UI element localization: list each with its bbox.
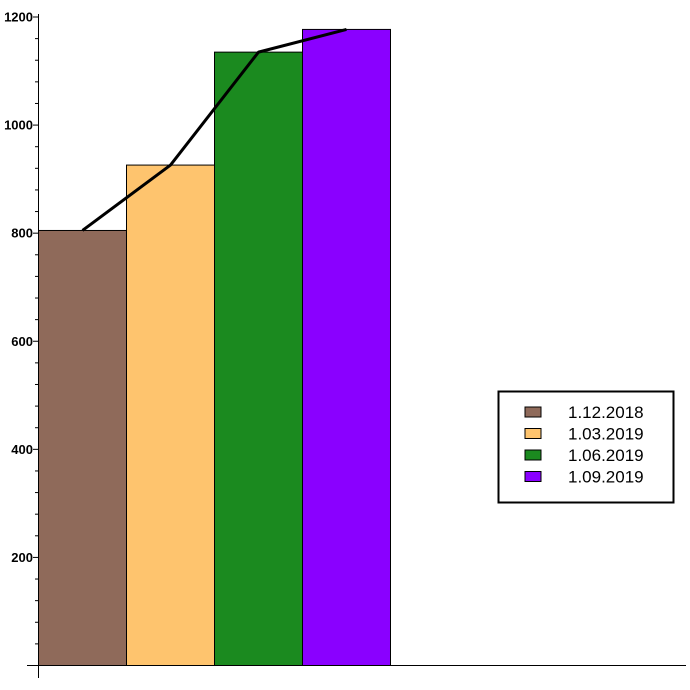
legend-swatch-1 <box>524 406 542 418</box>
legend-label-2: 1.03.2019 <box>568 425 644 444</box>
y-tick-label: 1000 <box>4 118 33 133</box>
y-tick-label: 400 <box>11 442 33 457</box>
legend-swatch-4 <box>524 471 542 482</box>
y-ticks: 200 400 600 800 1000 1200 <box>4 10 39 645</box>
y-tick-label: 800 <box>11 226 33 241</box>
bar-1 <box>38 229 127 667</box>
y-tick-label: 1200 <box>4 10 33 25</box>
legend-swatch-3 <box>524 449 542 461</box>
trend-line-path <box>81 27 347 232</box>
legend-label-4: 1.09.2019 <box>568 468 644 487</box>
bar-4 <box>302 28 391 667</box>
legend-swatch-2 <box>524 428 542 439</box>
trend-line <box>81 27 347 232</box>
legend: 1.12.2018 1.03.2019 1.06.2019 1.09.2019 <box>497 390 675 504</box>
y-tick-label: 200 <box>11 550 33 565</box>
legend-label-3: 1.06.2019 <box>568 446 644 465</box>
legend-label-1: 1.12.2018 <box>568 403 644 422</box>
bar-3 <box>214 51 303 667</box>
bars <box>38 28 391 667</box>
y-tick-label: 600 <box>11 334 33 349</box>
bar-2 <box>126 164 215 667</box>
